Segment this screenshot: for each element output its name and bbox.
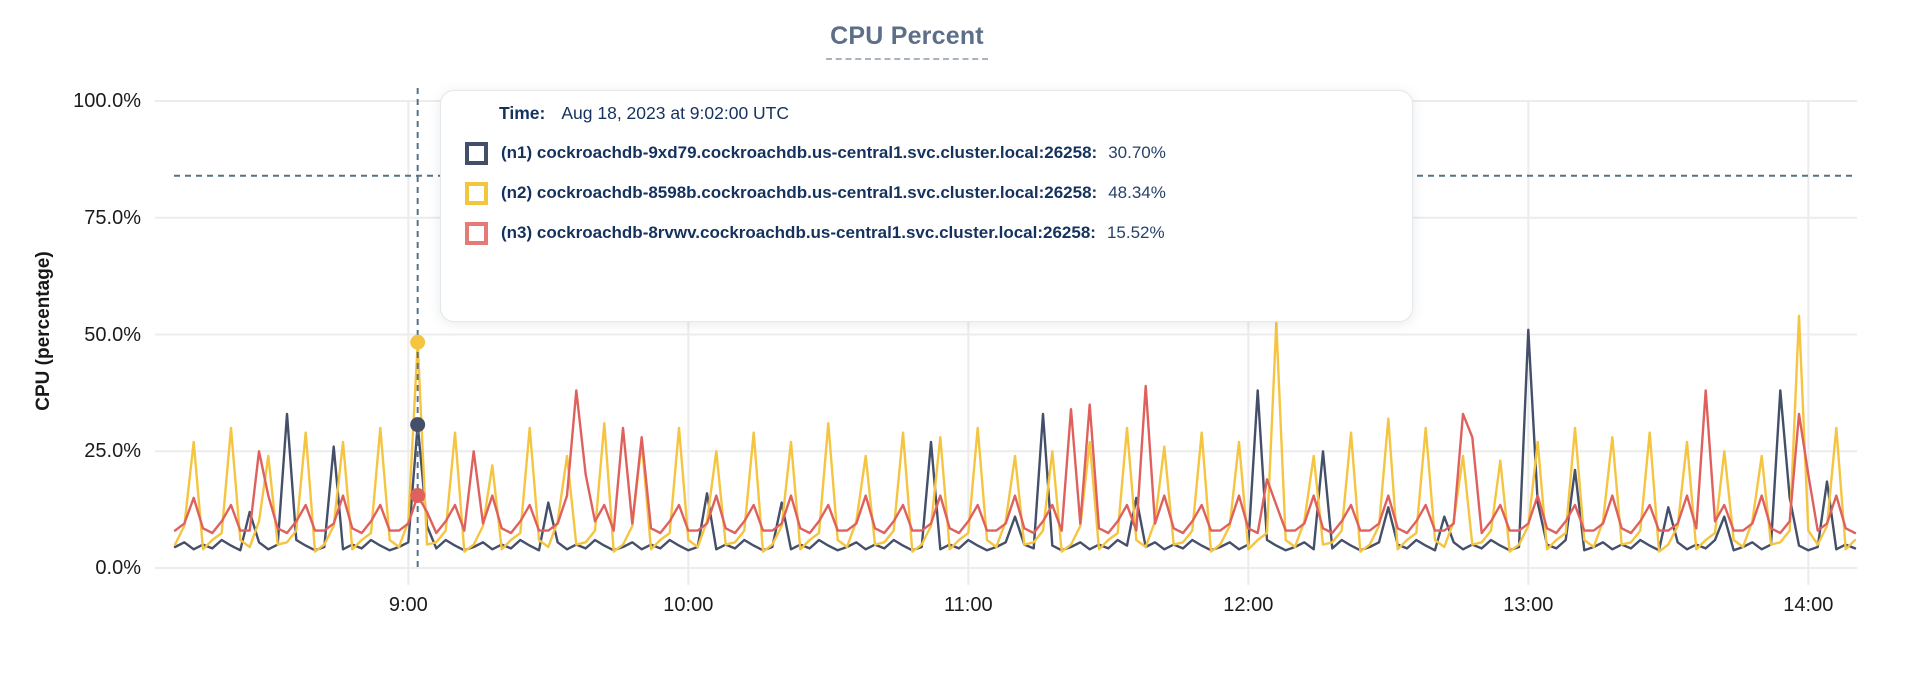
x-tick-label: 12:00 — [1223, 594, 1274, 616]
legend-swatch-n3 — [465, 221, 488, 245]
series-line-n1 — [173, 328, 1857, 552]
hover-dot-n2 — [410, 334, 426, 350]
series-lines — [173, 314, 1857, 553]
tooltip-time-value: Aug 18, 2023 at 9:02:00 UTC — [561, 102, 790, 123]
hover-tooltip: Time: Aug 18, 2023 at 9:02:00 UTC (n1) c… — [440, 90, 1413, 322]
x-tick-label: 11:00 — [944, 594, 993, 616]
tooltip-series-rows: (n1) cockroachdb-9xd79.cockroachdb.us-ce… — [441, 133, 1412, 253]
legend-swatch-n1 — [465, 141, 488, 165]
y-tick-label: 100.0% — [73, 90, 141, 112]
x-tick-label: 9:00 — [388, 594, 428, 616]
chart-title: CPU Percent — [826, 22, 988, 60]
hover-dots — [410, 334, 426, 504]
y-tick-label: 50.0% — [84, 323, 141, 346]
y-tick-label: 0.0% — [95, 557, 141, 579]
hover-dot-n1 — [410, 417, 426, 433]
series-value-n1: 30.70% — [1108, 143, 1166, 162]
tooltip-series-row-n3: (n3) cockroachdb-8rvwv.cockroachdb.us-ce… — [441, 213, 1412, 253]
x-tick-label: 10:00 — [663, 594, 714, 616]
series-line-n2 — [173, 314, 1857, 553]
series-value-n2: 48.34% — [1108, 183, 1166, 202]
series-label-n2: (n2) cockroachdb-8598b.cockroachdb.us-ce… — [501, 183, 1098, 202]
tooltip-series-row-n2: (n2) cockroachdb-8598b.cockroachdb.us-ce… — [441, 173, 1412, 213]
y-tick-label: 75.0% — [84, 206, 141, 229]
series-line-n3 — [173, 384, 1857, 535]
tooltip-time-label: Time: — [499, 102, 546, 123]
legend-swatch-n2 — [465, 181, 488, 205]
series-label-n1: (n1) cockroachdb-9xd79.cockroachdb.us-ce… — [501, 143, 1098, 162]
series-value-n3: 15.52% — [1106, 223, 1165, 242]
y-tick-label: 25.0% — [84, 440, 141, 463]
tooltip-series-row-n1: (n1) cockroachdb-9xd79.cockroachdb.us-ce… — [441, 133, 1412, 173]
tooltip-time-row: Time: Aug 18, 2023 at 9:02:00 UTC — [441, 93, 1412, 133]
x-tick-label: 14:00 — [1783, 594, 1834, 616]
series-label-n3: (n3) cockroachdb-8rvwv.cockroachdb.us-ce… — [501, 223, 1096, 242]
chart-title-wrap: CPU Percent — [0, 22, 1814, 60]
x-tick-label: 13:00 — [1503, 594, 1554, 616]
hover-dot-n3 — [410, 488, 426, 504]
